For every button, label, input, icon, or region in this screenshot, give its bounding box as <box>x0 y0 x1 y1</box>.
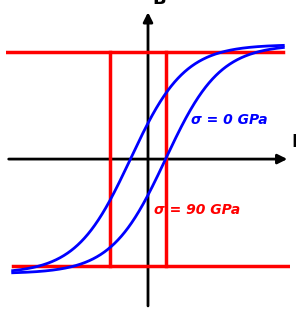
Text: H: H <box>292 133 296 151</box>
Text: B: B <box>152 0 166 8</box>
Text: σ = 0 GPa: σ = 0 GPa <box>191 113 267 127</box>
Text: σ = 90 GPa: σ = 90 GPa <box>154 203 240 217</box>
